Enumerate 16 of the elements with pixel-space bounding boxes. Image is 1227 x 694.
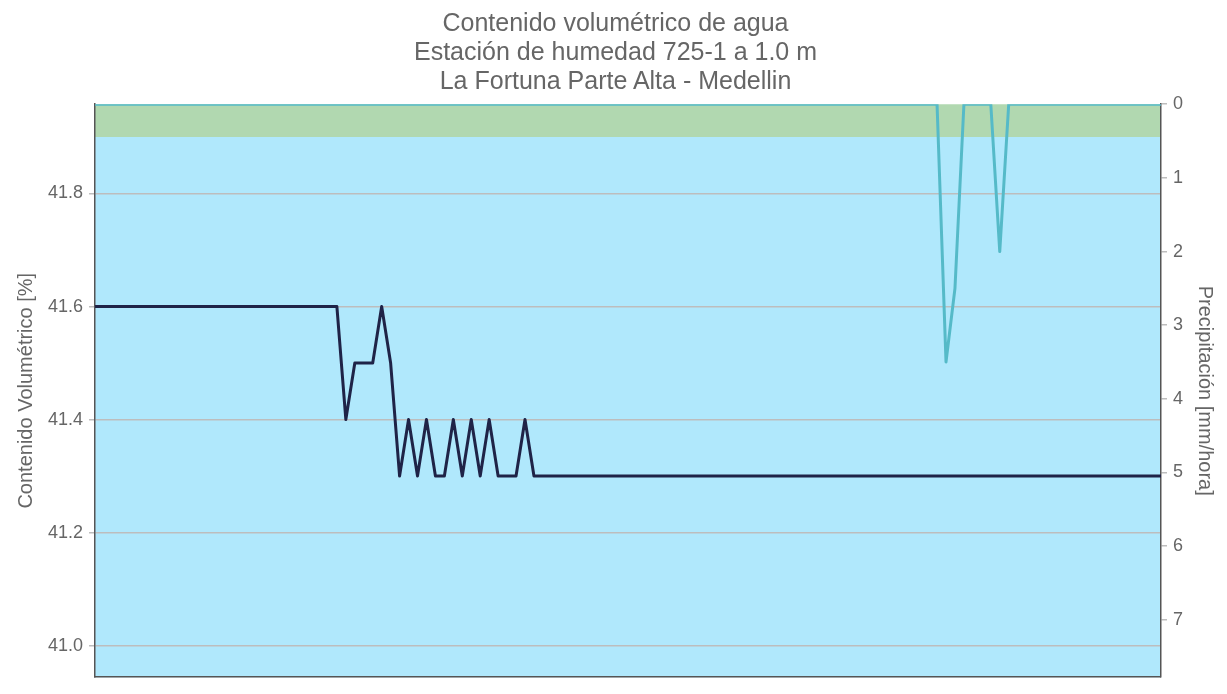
y2-tick-label: 1 — [1172, 166, 1183, 187]
y-tick-label: 41.4 — [47, 408, 84, 429]
y2-tick-label: 6 — [1172, 535, 1183, 556]
y2-tick-label: 3 — [1172, 314, 1183, 335]
y2-axis-title: Precipitación [mm/hora] — [1195, 285, 1218, 496]
y2-tick-label: 2 — [1172, 240, 1183, 261]
y-tick-label: 41.0 — [47, 634, 84, 655]
y-tick-label: 41.8 — [47, 182, 84, 203]
y2-tick-label: 7 — [1172, 608, 1183, 629]
y2-tick-label: 0 — [1172, 93, 1183, 114]
y2-tick-label: 5 — [1172, 461, 1183, 482]
y-tick-label: 41.6 — [47, 295, 84, 316]
chart-title: Contenido volumétrico de agua Estación de humedad 725-1 a 1.0 m La Fortuna Parte Alta - Medellin — [413, 8, 818, 94]
y2-tick-label: 4 — [1172, 387, 1183, 408]
y-tick-label: 41.2 — [47, 521, 84, 542]
y-axis-title: Contenido Volumétrico [%] — [13, 272, 36, 509]
